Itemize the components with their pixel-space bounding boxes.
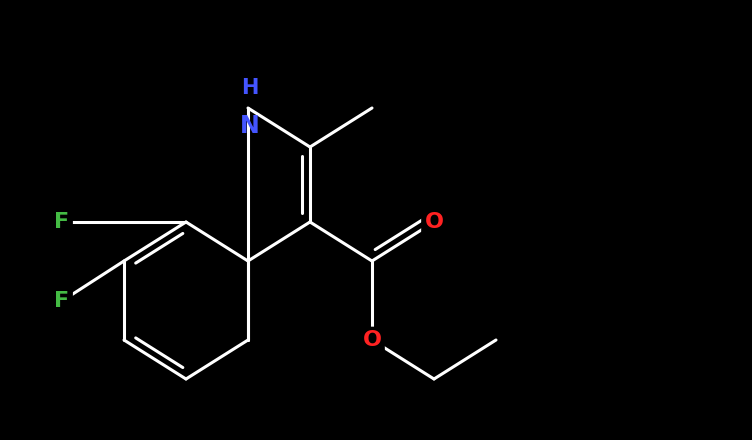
- Text: O: O: [362, 330, 381, 350]
- Text: F: F: [54, 212, 70, 232]
- Text: O: O: [424, 212, 444, 232]
- Text: F: F: [54, 291, 70, 311]
- Text: N: N: [240, 114, 260, 138]
- Text: H: H: [241, 78, 259, 98]
